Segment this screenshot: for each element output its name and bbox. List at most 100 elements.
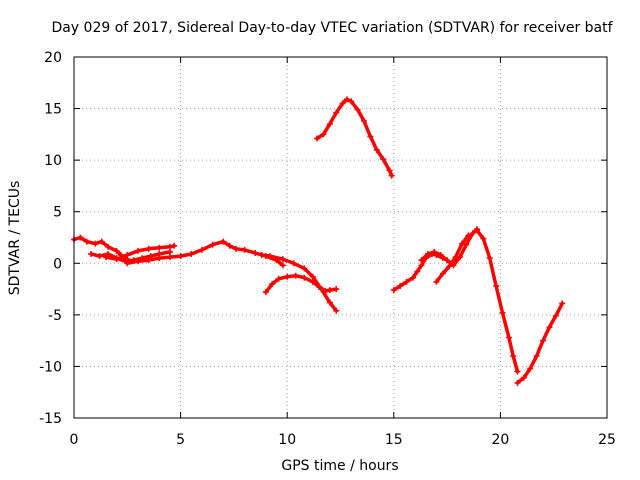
data-point xyxy=(290,260,297,267)
y-tick-label: -10 xyxy=(39,359,62,375)
data-point xyxy=(113,247,120,254)
data-point xyxy=(540,337,547,344)
data-point xyxy=(473,227,480,234)
data-point xyxy=(209,241,216,248)
data-point xyxy=(459,240,466,247)
data-point xyxy=(373,146,380,153)
data-point xyxy=(559,300,566,307)
data-point xyxy=(241,246,248,253)
data-point xyxy=(320,131,327,138)
data-point xyxy=(439,270,446,277)
series-line xyxy=(475,228,520,374)
data-point xyxy=(166,248,173,255)
data-point xyxy=(258,252,265,259)
data-point xyxy=(326,299,333,306)
data-point xyxy=(233,245,240,252)
data-point xyxy=(465,232,472,239)
data-point xyxy=(469,230,476,237)
chart-title: Day 029 of 2017, Sidereal Day-to-day VTE… xyxy=(51,20,613,36)
data-point xyxy=(520,374,527,381)
data-point xyxy=(480,235,487,242)
data-point xyxy=(424,251,431,258)
data-point xyxy=(284,273,291,280)
data-point xyxy=(220,238,227,245)
y-tick-label: -5 xyxy=(48,308,62,324)
data-point xyxy=(96,253,103,260)
data-point xyxy=(269,280,276,287)
data-point xyxy=(98,238,105,245)
data-point xyxy=(326,121,333,128)
data-point xyxy=(546,324,553,331)
x-tick-label: 5 xyxy=(176,432,185,448)
y-tick-label: 10 xyxy=(44,153,62,169)
data-point xyxy=(124,252,131,259)
data-series xyxy=(71,96,566,386)
x-tick-label: 0 xyxy=(70,432,79,448)
data-point xyxy=(333,307,340,314)
series-line xyxy=(315,97,394,178)
data-point xyxy=(360,117,367,124)
data-point xyxy=(367,133,374,140)
data-point xyxy=(514,368,521,375)
data-point xyxy=(493,282,500,289)
data-point xyxy=(514,379,521,386)
plot-frame xyxy=(73,56,608,419)
data-point xyxy=(198,246,205,253)
data-point xyxy=(279,262,286,269)
data-point xyxy=(166,243,173,250)
y-tick-label: 5 xyxy=(53,205,62,221)
grid-lines xyxy=(74,57,607,418)
data-point xyxy=(267,253,274,260)
data-point xyxy=(279,256,286,263)
data-point xyxy=(171,242,178,249)
data-point xyxy=(301,265,308,272)
data-point xyxy=(83,238,90,245)
tick-labels: 0 5 10 15 20 25 -15 -10 -5 0 5 10 15 20 xyxy=(39,50,616,448)
data-point xyxy=(301,274,308,281)
data-point xyxy=(354,106,361,113)
data-point xyxy=(397,282,404,289)
data-point xyxy=(431,248,438,255)
data-point xyxy=(452,254,459,261)
y-tick-label: 15 xyxy=(44,102,62,118)
x-tick-label: 25 xyxy=(598,432,616,448)
data-point xyxy=(88,251,95,258)
data-point xyxy=(348,98,355,105)
data-point xyxy=(134,258,141,265)
data-point xyxy=(145,245,152,252)
series-line xyxy=(434,233,471,284)
y-tick-label: 0 xyxy=(53,256,62,272)
data-point xyxy=(499,309,506,316)
y-tick-label: -15 xyxy=(39,411,62,427)
series-line xyxy=(515,301,564,385)
data-point xyxy=(145,257,152,264)
data-point xyxy=(252,249,259,256)
data-point xyxy=(333,109,340,116)
data-point xyxy=(326,287,333,294)
data-point xyxy=(339,100,346,107)
data-point xyxy=(386,167,393,174)
x-axis-label: GPS time / hours xyxy=(281,458,398,474)
series-line xyxy=(89,250,172,263)
data-point xyxy=(166,254,173,261)
data-point xyxy=(292,272,299,279)
data-point xyxy=(124,260,131,267)
data-point xyxy=(510,353,517,360)
data-point xyxy=(533,353,540,360)
x-tick-label: 15 xyxy=(385,432,403,448)
x-tick-label: 10 xyxy=(278,432,296,448)
data-point xyxy=(113,256,120,263)
data-point xyxy=(437,252,444,259)
data-point xyxy=(92,240,99,247)
x-tick-label: 20 xyxy=(491,432,509,448)
data-point xyxy=(333,286,340,293)
data-point xyxy=(105,243,112,250)
y-tick-label: 20 xyxy=(44,50,62,66)
data-point xyxy=(433,278,440,285)
data-point xyxy=(318,286,325,293)
data-point xyxy=(380,156,387,163)
y-axis-label: SDTVAR / TECUs xyxy=(7,181,23,296)
data-point xyxy=(156,244,163,251)
data-point xyxy=(409,274,416,281)
